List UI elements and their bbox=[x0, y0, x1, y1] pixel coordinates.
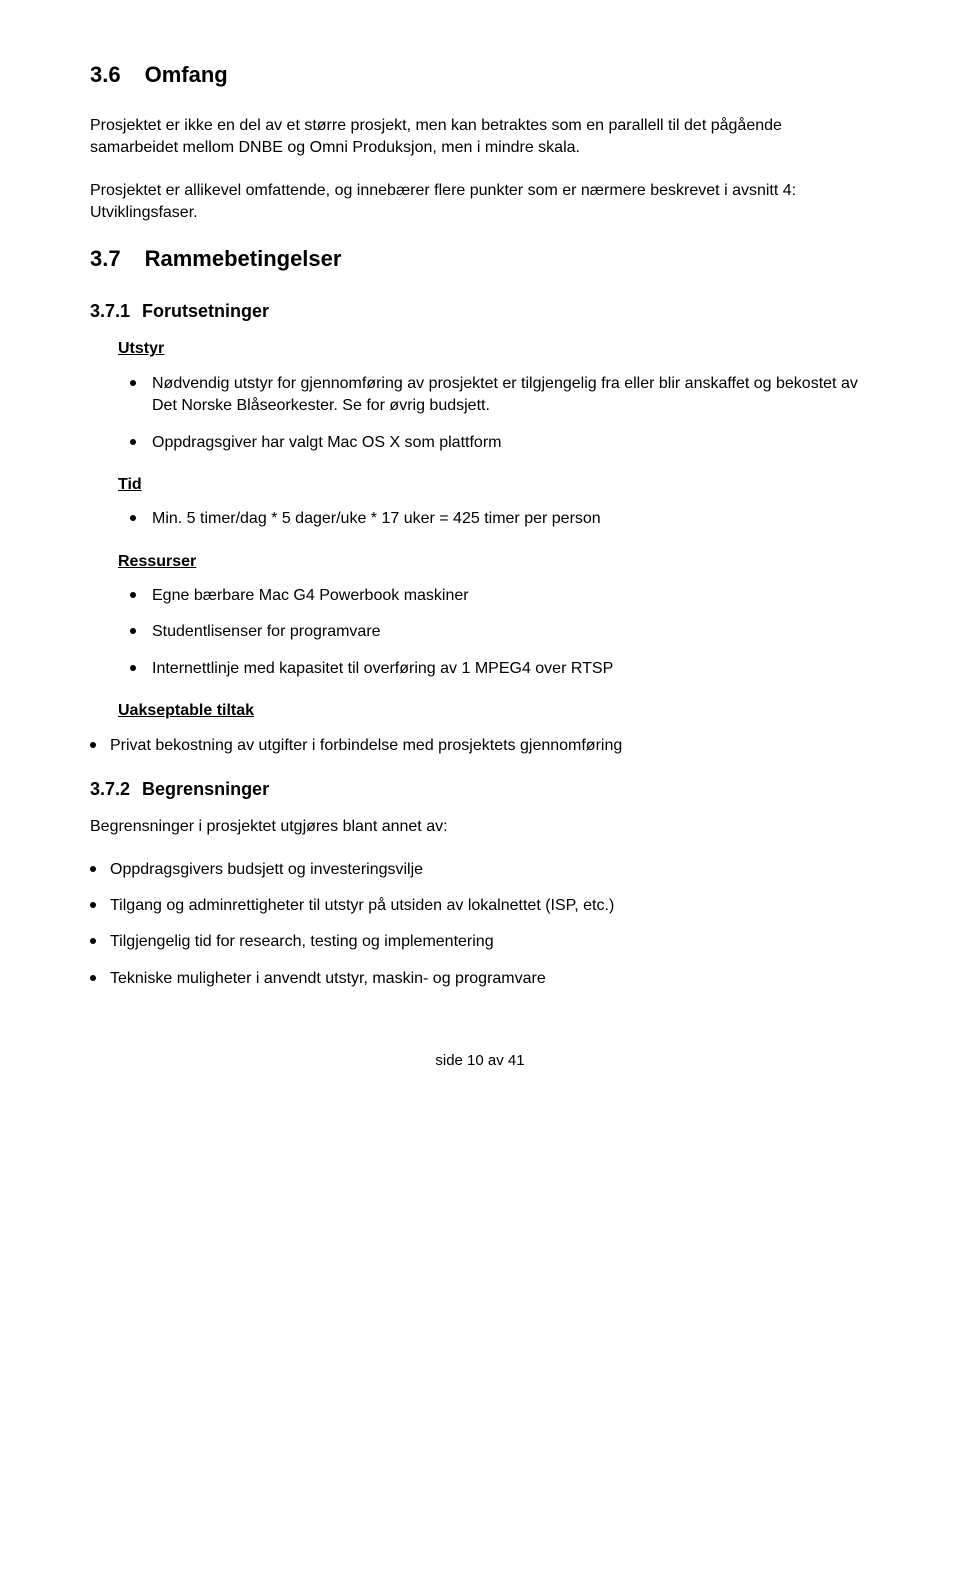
list-item: Privat bekostning av utgifter i forbinde… bbox=[90, 735, 870, 757]
label-tid: Tid bbox=[118, 474, 870, 496]
list-item: Oppdragsgiver har valgt Mac OS X som pla… bbox=[118, 432, 870, 454]
list-uakseptable: Privat bekostning av utgifter i forbinde… bbox=[90, 735, 870, 757]
label-ressurser: Ressurser bbox=[118, 551, 870, 573]
heading-3-7-2: 3.7.2 Begrensninger bbox=[90, 777, 870, 802]
list-ressurser: Egne bærbare Mac G4 Powerbook maskiner S… bbox=[118, 585, 870, 680]
heading-3-7: 3.7 Rammebetingelser bbox=[90, 244, 870, 275]
list-item: Egne bærbare Mac G4 Powerbook maskiner bbox=[118, 585, 870, 607]
list-item: Oppdragsgivers budsjett og investeringsv… bbox=[90, 859, 870, 881]
list-item: Tekniske muligheter i anvendt utstyr, ma… bbox=[90, 968, 870, 990]
heading-number: 3.7.1 bbox=[90, 299, 130, 324]
page-footer: side 10 av 41 bbox=[90, 1050, 870, 1071]
label-utstyr: Utstyr bbox=[118, 338, 870, 360]
list-item: Studentlisenser for programvare bbox=[118, 621, 870, 643]
label-uakseptable: Uakseptable tiltak bbox=[118, 700, 870, 722]
heading-title: Rammebetingelser bbox=[145, 246, 342, 271]
heading-number: 3.7 bbox=[90, 244, 121, 275]
list-begrensninger: Oppdragsgivers budsjett og investeringsv… bbox=[90, 859, 870, 991]
paragraph: Prosjektet er allikevel omfattende, og i… bbox=[90, 180, 870, 225]
heading-3-7-1: 3.7.1 Forutsetninger bbox=[90, 299, 870, 324]
list-item: Internettlinje med kapasitet til overfør… bbox=[118, 658, 870, 680]
paragraph: Begrensninger i prosjektet utgjøres blan… bbox=[90, 816, 870, 838]
heading-number: 3.7.2 bbox=[90, 777, 130, 802]
list-tid: Min. 5 timer/dag * 5 dager/uke * 17 uker… bbox=[118, 508, 870, 530]
list-item: Tilgang og adminrettigheter til utstyr p… bbox=[90, 895, 870, 917]
heading-title: Forutsetninger bbox=[142, 301, 269, 321]
list-item: Tilgjengelig tid for research, testing o… bbox=[90, 931, 870, 953]
list-item: Min. 5 timer/dag * 5 dager/uke * 17 uker… bbox=[118, 508, 870, 530]
heading-title: Omfang bbox=[145, 62, 228, 87]
list-item: Nødvendig utstyr for gjennomføring av pr… bbox=[118, 373, 870, 418]
list-utstyr: Nødvendig utstyr for gjennomføring av pr… bbox=[118, 373, 870, 454]
heading-3-6: 3.6 Omfang bbox=[90, 60, 870, 91]
heading-title: Begrensninger bbox=[142, 779, 269, 799]
heading-number: 3.6 bbox=[90, 60, 121, 91]
paragraph: Prosjektet er ikke en del av et større p… bbox=[90, 115, 870, 160]
